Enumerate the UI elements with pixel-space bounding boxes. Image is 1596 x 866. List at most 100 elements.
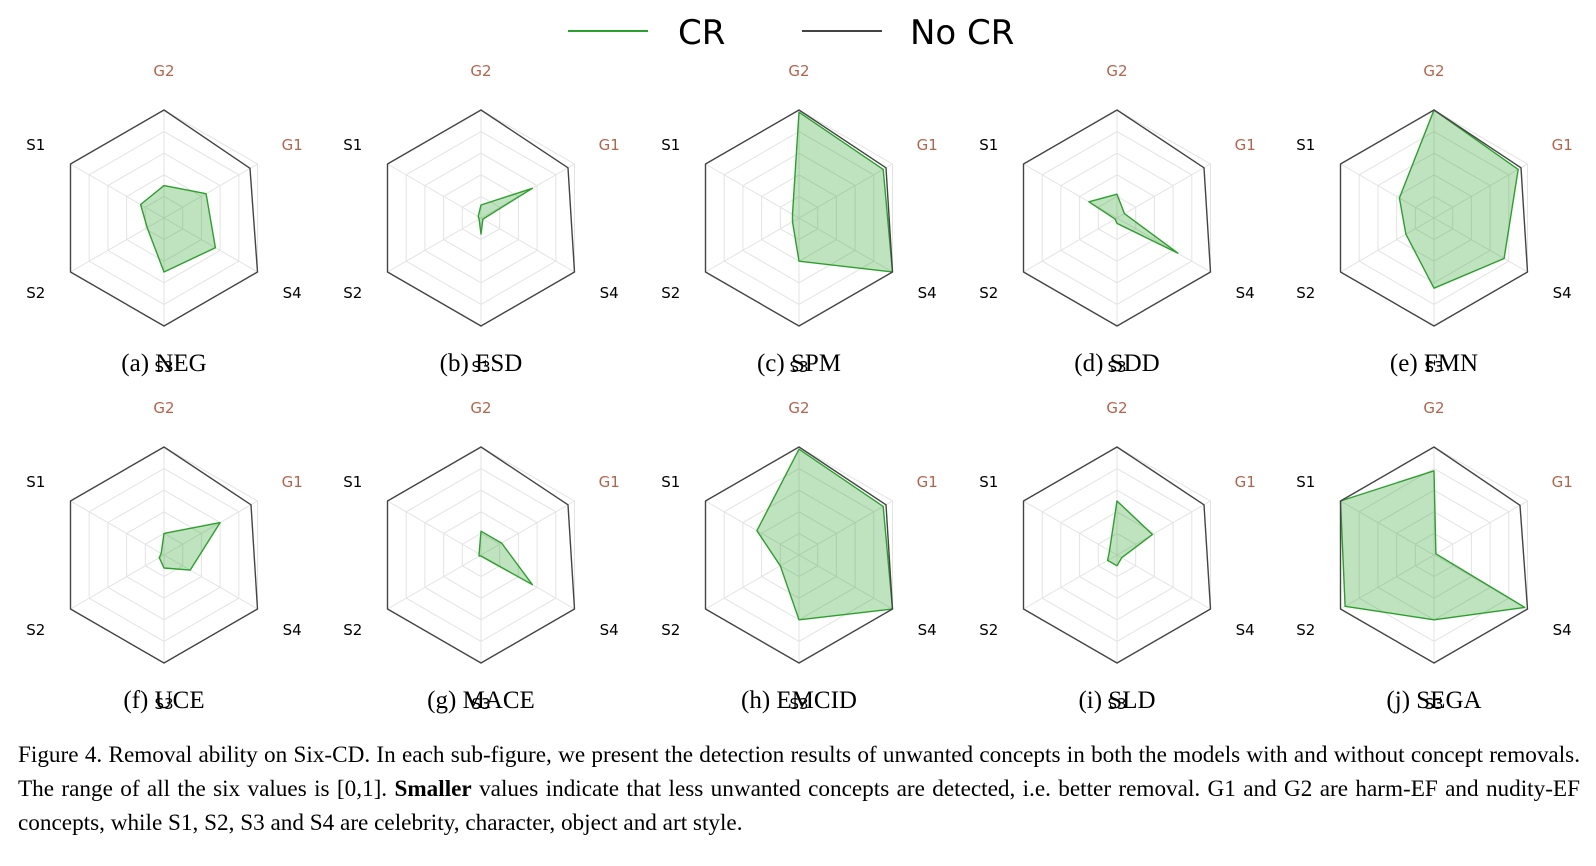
axis-label-s4: S4 — [918, 621, 937, 639]
radar-panel: G2 G1 S4 S3 S2 S1 (g) MACE — [343, 399, 620, 714]
axis-label-g2: G2 — [153, 62, 174, 80]
axis-label-s1: S1 — [343, 136, 362, 154]
grid-spoke — [1116, 554, 1211, 610]
axis-label-s3: S3 — [789, 695, 808, 713]
axis-label-g2: G2 — [1423, 399, 1444, 417]
series-nocr-polygon — [704, 109, 894, 327]
grid-spoke — [798, 500, 893, 556]
axis-label-g2: G2 — [470, 62, 491, 80]
series-nocr-polygon — [69, 109, 259, 327]
axis-label-s4: S4 — [918, 284, 937, 302]
axis-label-g1: G1 — [1235, 136, 1256, 154]
axis-label-s3: S3 — [1424, 358, 1443, 376]
subplot-title: (j) SEGA — [1386, 687, 1481, 714]
axis-label-s4: S4 — [600, 284, 619, 302]
subplot-title: (g) MACE — [427, 687, 535, 714]
axis-label-g2: G2 — [153, 399, 174, 417]
axis-label-s3: S3 — [1107, 695, 1126, 713]
axis-label-g2: G2 — [1106, 62, 1127, 80]
axis-label-s2: S2 — [1296, 284, 1315, 302]
series-cr-polygon — [756, 448, 894, 621]
axis-label-s1: S1 — [661, 473, 680, 491]
axis-label-g1: G1 — [1552, 473, 1573, 491]
series-nocr-polygon — [69, 446, 259, 664]
grid-spoke — [798, 163, 893, 219]
grid-spoke — [1023, 500, 1118, 556]
grid-spoke — [163, 217, 258, 273]
axis-label-g1: G1 — [599, 473, 620, 491]
axis-label-s1: S1 — [26, 473, 45, 491]
series-nocr-polygon — [1339, 446, 1529, 664]
axis-label-g1: G1 — [917, 136, 938, 154]
axis-label-s1: S1 — [1296, 136, 1315, 154]
subplot-title: (h) EMCID — [741, 687, 857, 714]
subplot-title: (a) NEG — [121, 350, 206, 377]
grid-spoke — [798, 554, 893, 610]
axis-label-g2: G2 — [788, 399, 809, 417]
radar-panel: G2 G1 S4 S3 S2 S1 (i) SLD — [979, 399, 1256, 714]
axis-label-s1: S1 — [979, 136, 998, 154]
grid-spoke — [1340, 554, 1435, 610]
axis-label-s2: S2 — [343, 621, 362, 639]
subplot-title: (e) FMN — [1390, 350, 1478, 377]
axis-label-g2: G2 — [470, 399, 491, 417]
axis-label-s2: S2 — [979, 284, 998, 302]
grid-spoke — [798, 217, 893, 273]
axis-label-g1: G1 — [1552, 136, 1573, 154]
axis-label-g2: G2 — [1423, 62, 1444, 80]
axis-label-s3: S3 — [1424, 695, 1443, 713]
axis-label-s2: S2 — [26, 284, 45, 302]
legend-cr-label: CR — [678, 13, 725, 53]
grid-spoke — [70, 217, 165, 273]
axis-label-s2: S2 — [661, 621, 680, 639]
radar-panel: G2 G1 S4 S3 S2 S1 (b) ESD — [343, 62, 620, 377]
axis-label-g1: G1 — [917, 473, 938, 491]
grid-spoke — [705, 554, 800, 610]
axis-label-s1: S1 — [661, 136, 680, 154]
grid-spoke — [705, 500, 800, 556]
grid-spoke — [1433, 163, 1528, 219]
grid-spoke — [1116, 163, 1211, 219]
axis-label-s1: S1 — [26, 136, 45, 154]
legend: CR No CR — [568, 13, 1014, 53]
grid-spoke — [163, 554, 258, 610]
axis-label-g2: G2 — [788, 62, 809, 80]
axis-label-s1: S1 — [979, 473, 998, 491]
axis-label-s2: S2 — [1296, 621, 1315, 639]
grid-spoke — [1023, 217, 1118, 273]
axis-label-s4: S4 — [1553, 284, 1572, 302]
radar-panel: G2 G1 S4 S3 S2 S1 (j) SEGA — [1296, 399, 1573, 714]
series-cr-polygon — [1398, 109, 1519, 289]
radar-panel: G2 G1 S4 S3 S2 S1 (a) NEG — [26, 62, 303, 377]
axis-label-s3: S3 — [154, 358, 173, 376]
series-cr-polygon — [1088, 193, 1179, 254]
axis-label-s4: S4 — [1236, 621, 1255, 639]
series-cr-polygon — [477, 187, 534, 235]
radar-panel: G2 G1 S4 S3 S2 S1 (f) UCE — [26, 399, 303, 714]
axis-label-s3: S3 — [789, 358, 808, 376]
series-nocr-polygon — [386, 446, 576, 664]
series-nocr-polygon — [386, 109, 576, 327]
series-nocr-polygon — [1022, 109, 1212, 327]
grid-spoke — [705, 217, 800, 273]
subplot-title: (d) SDD — [1074, 350, 1159, 377]
axis-label-s2: S2 — [26, 621, 45, 639]
series-nocr-polygon — [704, 446, 894, 664]
radar-panel: G2 G1 S4 S3 S2 S1 (d) SDD — [979, 62, 1256, 377]
subplot-title: (c) SPM — [757, 350, 841, 377]
grid-spoke — [387, 500, 482, 556]
series-nocr-polygon — [1022, 446, 1212, 664]
axis-label-s2: S2 — [343, 284, 362, 302]
subplot-title: (b) ESD — [440, 350, 523, 377]
grid-spoke — [1023, 163, 1118, 219]
axis-label-s1: S1 — [1296, 473, 1315, 491]
figure-caption: Figure 4. Removal ability on Six-CD. In … — [18, 742, 1580, 836]
axis-label-s2: S2 — [661, 284, 680, 302]
subplot-title: (i) SLD — [1078, 687, 1155, 714]
grid-spoke — [387, 217, 482, 273]
series-cr-polygon — [1339, 470, 1526, 621]
legend-nocr-label: No CR — [910, 13, 1014, 53]
series-cr-polygon — [478, 530, 534, 586]
series-nocr-polygon — [1339, 109, 1529, 327]
grid-spoke — [1340, 163, 1435, 219]
